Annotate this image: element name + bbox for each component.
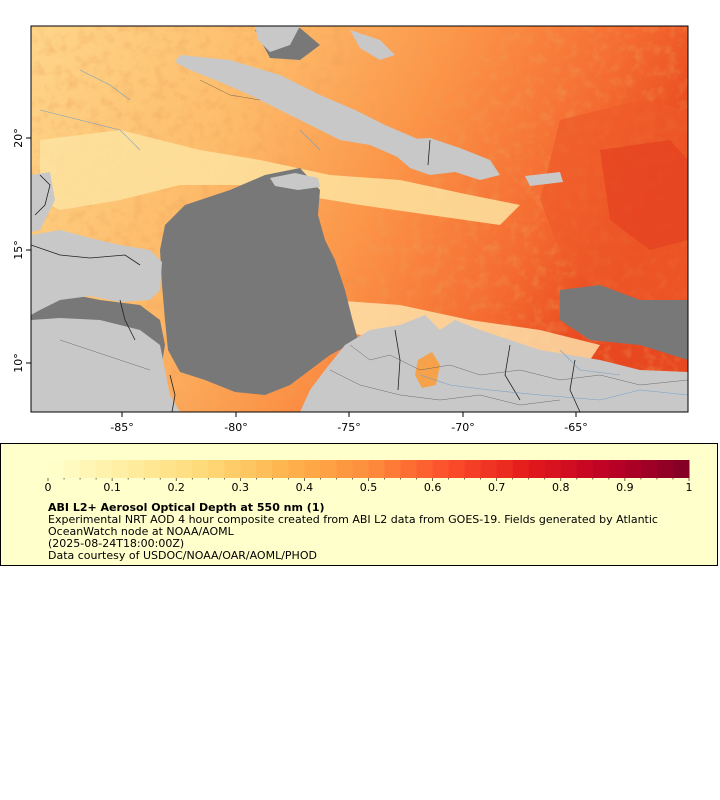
colorbar-segment (464, 460, 482, 478)
colorbar-segment (672, 460, 690, 478)
map-frame (30, 25, 689, 413)
colorbar-segment (272, 460, 289, 478)
lat-tick-label: 10° (12, 353, 25, 373)
land-puerto-rico (525, 172, 563, 186)
legend-title: ABI L2+ Aerosol Optical Depth at 550 nm … (48, 501, 325, 514)
colorbar-segment (256, 460, 273, 478)
colorbar-segment (624, 460, 642, 478)
aod-lake-patch (415, 352, 440, 388)
lon-tick-label: -80° (224, 421, 247, 434)
colorbar-segment (352, 460, 369, 478)
colorbar-tick-label: 0.6 (424, 481, 442, 494)
colorbar-segment (128, 460, 145, 478)
colorbar-tick-label: 0.2 (167, 481, 185, 494)
land-central-america (31, 172, 55, 232)
land-bahamas (350, 30, 395, 60)
map-panel: 20° 15° 10° -85° -80° -75° -70° -65° (12, 25, 689, 434)
colorbar-segment (336, 460, 353, 478)
colorbar-segment (144, 460, 161, 478)
nodata-region (160, 168, 358, 395)
colorbar-segment (640, 460, 658, 478)
colorbar-tick-label: 1 (686, 481, 693, 494)
colorbar-tick-label: 0 (45, 481, 52, 494)
land-central-america (31, 230, 162, 315)
colorbar-segment (320, 460, 337, 478)
land-hispaniola (395, 138, 500, 180)
legend-date: (2025-08-24T18:00:00Z) (48, 537, 185, 550)
legend-credit: Data courtesy of USDOC/NOAA/OAR/AOML/PHO… (48, 549, 317, 562)
colorbar-segment (560, 460, 578, 478)
colorbar-segment (384, 460, 402, 478)
land-florida (255, 26, 300, 52)
aod-high-region (600, 140, 688, 250)
lon-axis: -85° -80° -75° -70° -65° (110, 412, 588, 434)
colorbar-tick-label: 0.5 (360, 481, 378, 494)
land-central-america (31, 318, 180, 412)
colorbar-segment (80, 460, 97, 478)
aod-map: 20° 15° 10° -85° -80° -75° -70° -65° (12, 25, 689, 434)
admin-borders (59, 79, 688, 406)
colorbar-segment (400, 460, 418, 478)
colorbar-segment (656, 460, 674, 478)
lon-tick-label: -85° (110, 421, 133, 434)
colorbar-segment (160, 460, 177, 478)
colorbar-segment (480, 460, 498, 478)
legend-panel: 0 0.1 0.2 0.3 0.4 0.5 0.6 0.7 0.8 0.9 1 ABI L2+ Ae… (0, 443, 718, 566)
colorbar-segment (496, 460, 514, 478)
nodata-region (560, 285, 688, 360)
colorbar-segment (64, 460, 81, 478)
land-cuba (175, 55, 440, 165)
colorbar-tick-label: 0.4 (296, 481, 314, 494)
colorbar-tick-label: 0.8 (552, 481, 570, 494)
colorbar-segment (432, 460, 450, 478)
colorbar-segment (448, 460, 466, 478)
colorbar-segment (96, 460, 113, 478)
colorbar-segment (608, 460, 626, 478)
colorbar-segment (304, 460, 321, 478)
colorbar-segment (112, 460, 129, 478)
colorbar-segment (192, 460, 209, 478)
colorbar-segment (176, 460, 193, 478)
colorbar-segment (240, 460, 257, 478)
colorbar-segment (288, 460, 305, 478)
lon-tick-label: -75° (337, 421, 360, 434)
colorbar: 0 0.1 0.2 0.3 0.4 0.5 0.6 0.7 0.8 0.9 1 (45, 460, 693, 494)
lat-tick-label: 15° (12, 240, 25, 260)
colorbar-segment (224, 460, 241, 478)
colorbar-segment (416, 460, 434, 478)
colorbar-segment (576, 460, 594, 478)
colorbar-segment (512, 460, 530, 478)
colorbar-segment (48, 460, 65, 478)
land-south-america (300, 315, 688, 412)
legend-description: Experimental NRT AOD 4 hour composite cr… (48, 513, 658, 538)
lon-tick-label: -65° (564, 421, 587, 434)
colorbar-tick-label: 0.7 (488, 481, 506, 494)
lon-tick-label: -70° (451, 421, 474, 434)
lat-tick-label: 20° (12, 128, 25, 148)
colorbar-tick-label: 0.1 (103, 481, 121, 494)
colorbar-segment (528, 460, 546, 478)
colorbar-segment (592, 460, 610, 478)
colorbar-segment (368, 460, 386, 478)
colorbar-tick-label: 0.9 (616, 481, 634, 494)
colorbar-tick-label: 0.3 (232, 481, 250, 494)
colorbar-segment (208, 460, 225, 478)
colorbar-segment (544, 460, 562, 478)
land-jamaica (270, 173, 320, 190)
rivers (39, 69, 688, 401)
lat-axis: 20° 15° 10° (12, 128, 31, 373)
